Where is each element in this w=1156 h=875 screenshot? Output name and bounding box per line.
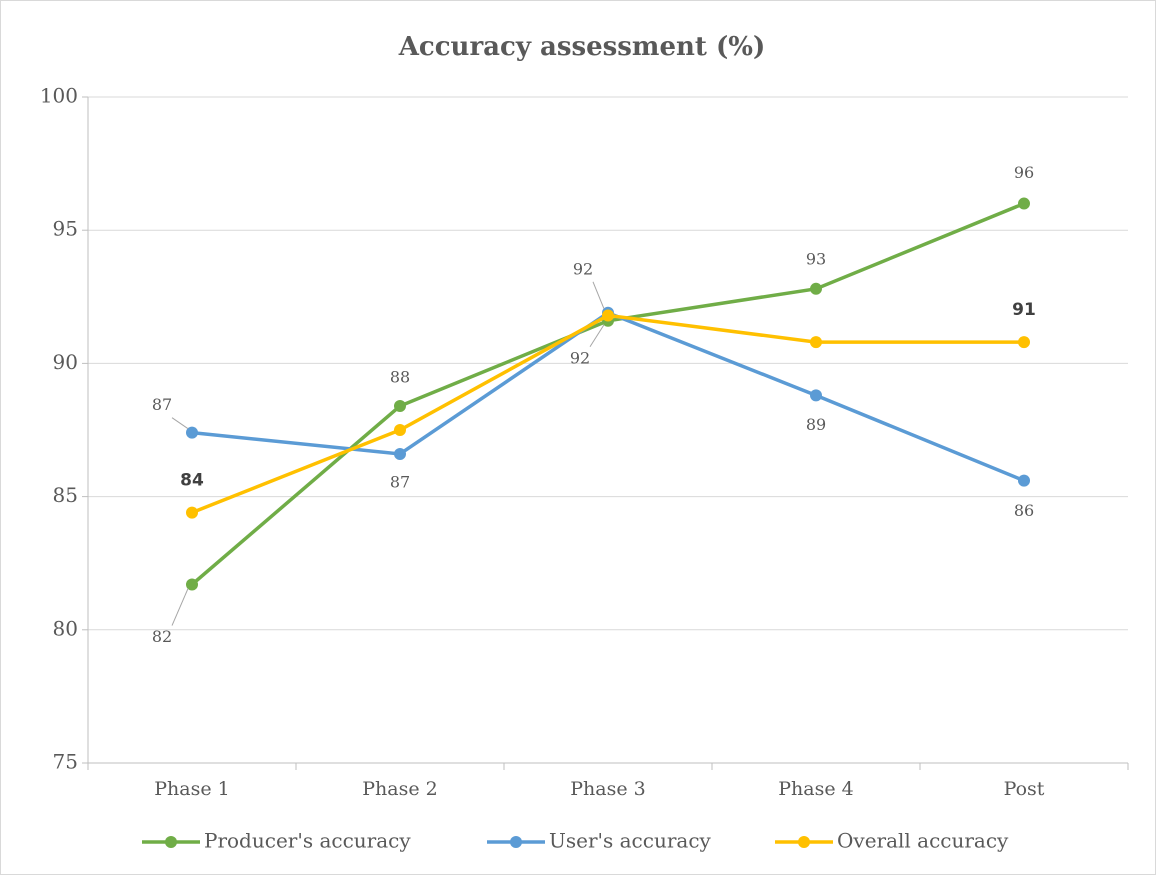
- point: [810, 282, 822, 295]
- point: [394, 400, 406, 413]
- y-tick-label: 90: [53, 350, 78, 374]
- legend-label: Overall accuracy: [837, 829, 1009, 853]
- data-label: 91: [1012, 300, 1036, 320]
- legend-label: Producer's accuracy: [204, 829, 411, 853]
- point: [394, 424, 406, 436]
- data-label: 88: [390, 368, 410, 387]
- data-label: 87: [390, 472, 410, 491]
- y-tick-label: 80: [53, 616, 78, 640]
- point: [186, 578, 198, 591]
- x-tick-label: Phase 3: [570, 778, 645, 800]
- legend-marker: [510, 836, 522, 848]
- x-tick-label: Phase 4: [778, 778, 853, 800]
- point: [1018, 336, 1030, 349]
- point: [810, 389, 822, 402]
- leader-line: [171, 417, 189, 430]
- x-tick-label: Phase 2: [362, 778, 437, 800]
- x-tick-label: Phase 1: [154, 778, 229, 800]
- legend-label: User's accuracy: [549, 829, 712, 853]
- point: [1018, 197, 1030, 210]
- y-tick-label: 85: [53, 483, 78, 507]
- y-tick-label: 100: [40, 84, 78, 108]
- leader-line: [171, 588, 189, 626]
- data-label: 89: [806, 415, 826, 434]
- point: [186, 506, 198, 519]
- point: [394, 447, 406, 460]
- chart-title: Accuracy assessment (%): [398, 32, 766, 62]
- leader-line: [589, 324, 605, 348]
- point: [1018, 474, 1030, 487]
- data-label: 84: [180, 471, 204, 491]
- point: [602, 309, 614, 322]
- data-label: 92: [573, 259, 593, 278]
- data-label: 96: [1014, 163, 1034, 182]
- point: [186, 426, 198, 439]
- data-label: 86: [1014, 501, 1034, 520]
- y-tick-label: 75: [53, 750, 78, 774]
- legend-marker: [798, 836, 810, 848]
- data-label: 87: [152, 395, 172, 414]
- data-label: 82: [152, 627, 172, 646]
- data-label: 93: [806, 249, 826, 268]
- leader-line: [592, 281, 605, 309]
- point: [810, 336, 822, 349]
- y-tick-label: 95: [53, 217, 78, 241]
- legend-marker: [165, 836, 177, 848]
- data-label: 92: [570, 348, 590, 367]
- x-tick-label: Post: [1004, 778, 1045, 800]
